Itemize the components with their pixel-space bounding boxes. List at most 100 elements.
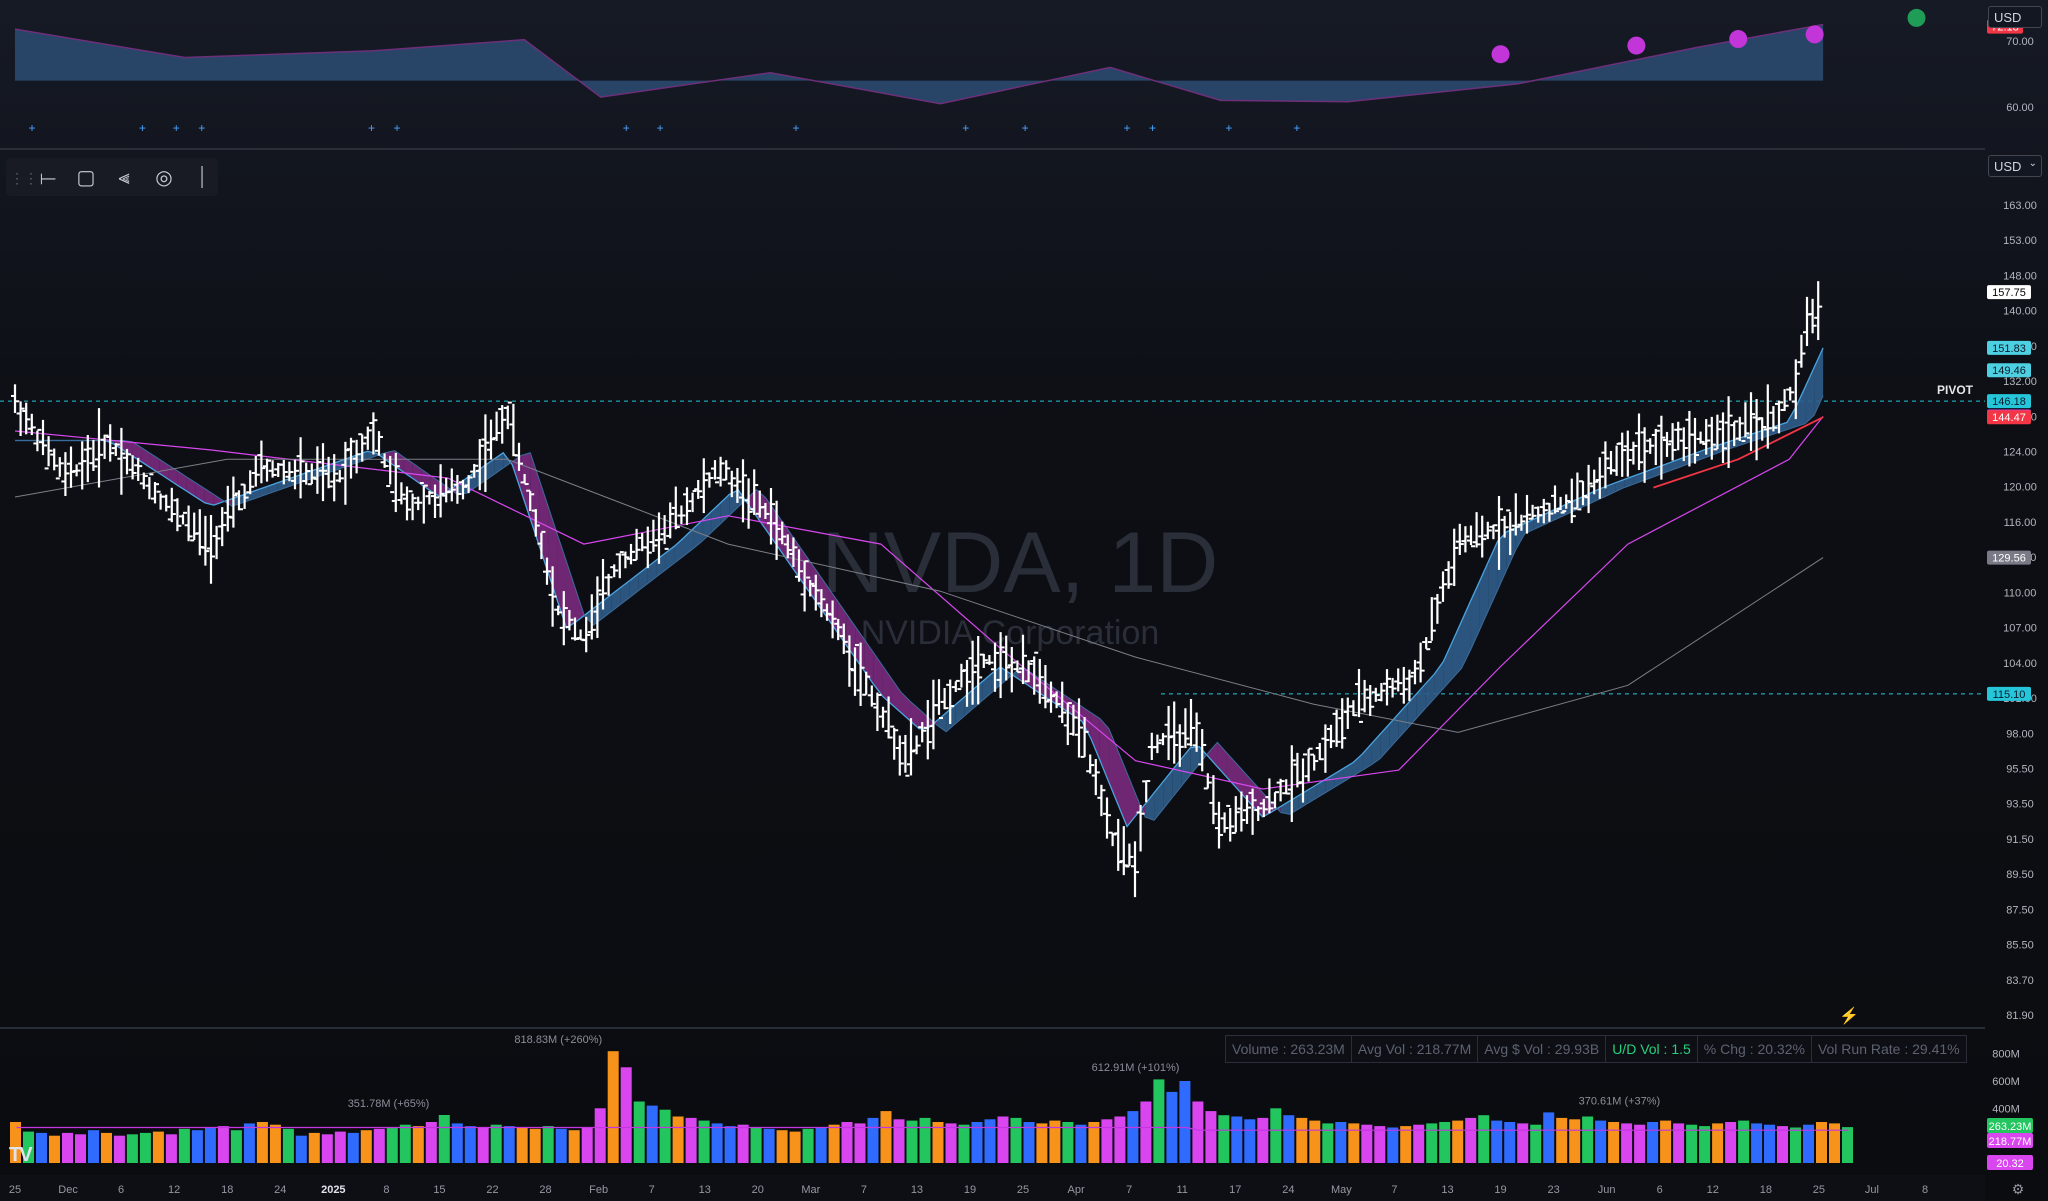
volume-bar <box>139 1132 151 1163</box>
ohlc-bar <box>1461 526 1470 553</box>
ohlc-bar <box>1752 399 1761 461</box>
ohlc-bar <box>912 735 921 755</box>
ohlc-bar <box>806 576 815 597</box>
time-axis-tick: 19 <box>964 1184 976 1196</box>
volume-bar <box>152 1131 164 1163</box>
price-label-text: 129.56 <box>1992 553 2026 565</box>
ohlc-bar <box>615 551 624 579</box>
ohlc-bar <box>884 696 893 739</box>
price-label-bg <box>1987 686 2031 701</box>
ohlc-bar <box>55 457 64 480</box>
ohlc-bar <box>929 679 938 750</box>
volume-label: 263.23M <box>1987 1118 2033 1133</box>
price-axis-tick: 140.00 <box>2003 306 2037 318</box>
ohlc-bar <box>279 459 288 485</box>
volume-bar <box>607 1051 619 1163</box>
vertical-line-icon[interactable]: ⏐ <box>196 167 208 189</box>
ohlc-bar <box>1551 485 1559 514</box>
time-axis-tick: 15 <box>433 1184 445 1196</box>
rsi-marker: + <box>198 121 205 135</box>
time-axis-tick: 13 <box>911 1184 923 1196</box>
volume-bar <box>1660 1120 1672 1163</box>
sma-50-line <box>14 458 1824 733</box>
rsi-signal-dot <box>1491 45 1510 64</box>
rectangle-icon[interactable]: ▢ <box>76 167 96 189</box>
price-axis-tick: 83.70 <box>2006 975 2034 987</box>
ohlc-bar <box>470 463 479 478</box>
price-axis-tick: 91.50 <box>2006 834 2034 846</box>
ohlc-bar <box>363 426 372 450</box>
ohlc-bar <box>627 543 635 565</box>
volume-bar <box>360 1130 372 1163</box>
ema-band-segment <box>1805 367 1815 424</box>
ohlc-bar <box>207 514 215 584</box>
ohlc-bar <box>447 468 456 502</box>
volume-bar <box>49 1135 60 1163</box>
ohlc-bar <box>974 635 983 705</box>
volume-bar <box>256 1122 268 1163</box>
volume-bar <box>191 1130 203 1163</box>
tradingview-logo[interactable]: TV <box>9 1144 33 1166</box>
ohlc-bar <box>1640 427 1649 483</box>
ohlc-bar <box>100 434 109 460</box>
volume-label-bg <box>1987 1133 2033 1148</box>
volume-bar <box>1673 1123 1685 1163</box>
ohlc-bar <box>391 452 400 513</box>
price-label-149.46: 149.46 <box>1987 363 2031 378</box>
settings-icon[interactable]: ⚙ <box>2012 1181 2025 1197</box>
ema-band-segment <box>1127 772 1137 827</box>
volume-bar <box>1153 1079 1165 1163</box>
time-axis-tick: 7 <box>649 1184 655 1196</box>
ohlc-bar <box>414 496 423 511</box>
volume-bar <box>1582 1116 1594 1163</box>
volume-axis-tick: 800M <box>1992 1049 2020 1061</box>
ohlc-bar <box>761 502 770 520</box>
horizontal-ray-icon[interactable]: ⟝ <box>39 167 57 189</box>
ohlc-bar <box>1142 780 1151 803</box>
time-axis-tick: 6 <box>1657 1184 1663 1196</box>
ohlc-bar <box>621 551 630 569</box>
ohlc-bar <box>828 600 837 639</box>
time-axis-tick: 18 <box>221 1184 233 1196</box>
time-axis-tick: 2025 <box>321 1184 345 1196</box>
ohlc-bar <box>1187 698 1195 747</box>
price-axis-tick: 85.50 <box>2006 940 2034 952</box>
volume-bar <box>1634 1124 1646 1163</box>
ohlc-bar <box>67 446 75 488</box>
volume-bar <box>854 1123 866 1163</box>
ohlc-bar <box>834 618 843 641</box>
info-ud-vol: U/D Vol : 1.5 <box>1606 1036 1698 1062</box>
ohlc-bar <box>1590 469 1599 495</box>
pane-separator[interactable] <box>0 1027 1985 1029</box>
price-axis-tick: 87.50 <box>2006 904 2034 916</box>
bar-type-icon[interactable]: ⫷ <box>118 167 130 189</box>
ema-band-segment <box>1796 387 1806 427</box>
currency-label: USD <box>1994 10 2022 25</box>
ohlc-bar <box>240 483 249 509</box>
drag-handle-icon[interactable]: ⋮⋮ <box>10 170 38 186</box>
time-axis-tick: Mar <box>801 1184 820 1196</box>
ema-band-segment <box>882 666 892 705</box>
currency-selector[interactable]: USD ⌄ <box>1988 155 2042 177</box>
ema-band-segment <box>1425 673 1435 709</box>
ohlc-bar <box>1511 493 1520 536</box>
ohlc-bar <box>352 439 361 474</box>
ohlc-bar <box>1091 759 1100 796</box>
volume-bar <box>1348 1123 1360 1163</box>
rsi-marker: + <box>623 121 630 135</box>
target-icon[interactable]: ◎ <box>155 167 173 189</box>
volume-bar <box>1426 1123 1438 1163</box>
currency-button[interactable]: USD <box>1988 6 2042 28</box>
ohlc-bar <box>1198 729 1207 772</box>
ohlc-bar <box>1769 406 1778 432</box>
ohlc-bar <box>1315 742 1324 761</box>
volume-axis-tick: 400M <box>1992 1103 2020 1115</box>
pane-separator[interactable] <box>0 148 1985 150</box>
ohlc-bar <box>246 470 255 495</box>
ohlc-bar <box>380 453 389 468</box>
ohlc-bar <box>1153 734 1162 754</box>
ohlc-bar <box>531 509 540 537</box>
volume-bar <box>1725 1122 1737 1163</box>
time-axis-tick: 20 <box>752 1184 764 1196</box>
